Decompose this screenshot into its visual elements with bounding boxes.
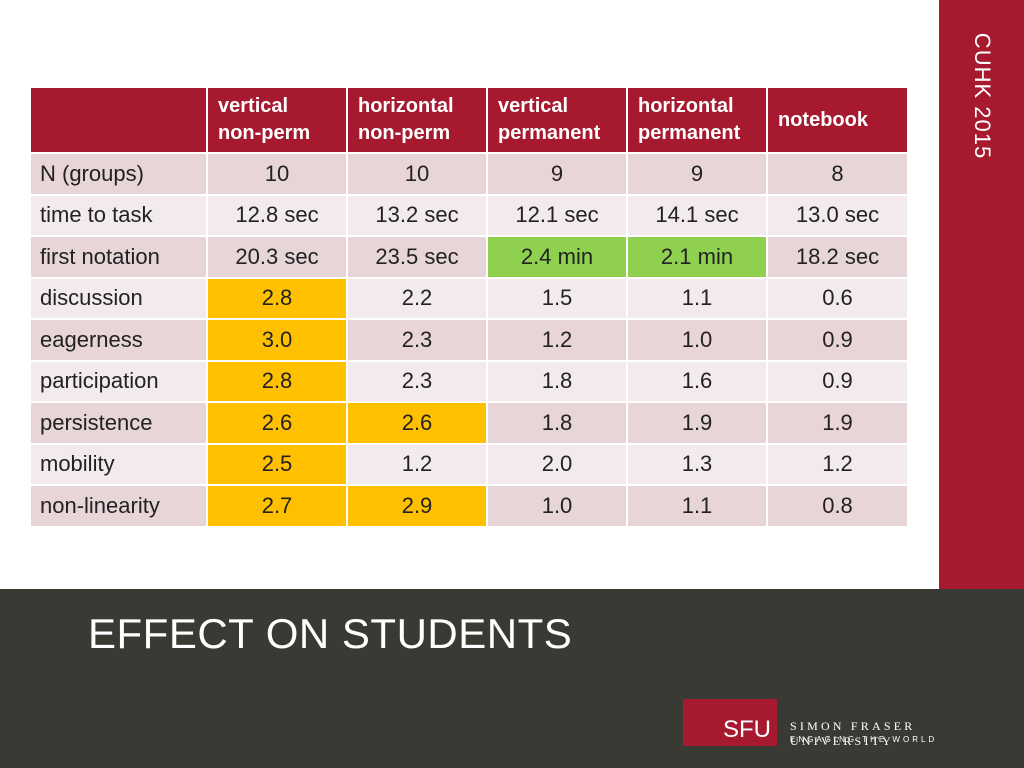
table-cell: 0.6 <box>766 276 909 320</box>
table-cell: 0.9 <box>766 318 909 362</box>
header-label-line: horizontal <box>638 95 734 117</box>
table-cell: 3.0 <box>206 318 348 362</box>
row-label: mobility <box>29 442 208 486</box>
table-cell: 20.3 sec <box>206 235 348 279</box>
table-cell: 2.1 min <box>626 235 768 279</box>
table-cell: 2.2 <box>346 276 488 320</box>
sfu-logo-mark: SFU <box>723 716 771 743</box>
table-cell: 2.9 <box>346 484 488 528</box>
sidebar-band <box>939 0 1024 589</box>
table-cell: 0.8 <box>766 484 909 528</box>
table-row: non-linearity 2.7 2.9 1.0 1.1 0.8 <box>29 484 909 528</box>
table-row: mobility 2.5 1.2 2.0 1.3 1.2 <box>29 442 909 486</box>
row-label: time to task <box>29 193 208 237</box>
table-cell: 12.1 sec <box>486 193 628 237</box>
header-label-line: notebook <box>778 108 868 131</box>
table-cell: 1.1 <box>626 484 768 528</box>
header-label-line: horizontal <box>358 95 454 117</box>
header-cell-horizontal-non-perm: horizontal non-perm <box>346 86 488 154</box>
table-cell: 1.6 <box>626 359 768 403</box>
table-cell: 9 <box>486 152 628 196</box>
table-cell: 2.3 <box>346 318 488 362</box>
table-cell: 1.9 <box>766 401 909 445</box>
footer-band <box>0 589 1024 768</box>
header-cell-vertical-non-perm: vertical non-perm <box>206 86 348 154</box>
header-label-line: vertical <box>218 95 289 117</box>
table-cell: 1.2 <box>346 442 488 486</box>
table-cell: 10 <box>206 152 348 196</box>
header-label-line: non-perm <box>218 122 311 144</box>
header-cell-vertical-permanent: vertical permanent <box>486 86 628 154</box>
table-cell: 2.8 <box>206 359 348 403</box>
table-row: first notation 20.3 sec 23.5 sec 2.4 min 2.1… <box>29 235 909 279</box>
row-label: participation <box>29 359 208 403</box>
table-cell: 13.0 sec <box>766 193 909 237</box>
table-cell: 13.2 sec <box>346 193 488 237</box>
table-cell: 1.0 <box>626 318 768 362</box>
header-label-line: permanent <box>638 122 741 144</box>
table-cell: 1.1 <box>626 276 768 320</box>
table-cell: 1.2 <box>486 318 628 362</box>
table-header-row: vertical non-perm horizontal non-perm vert… <box>29 86 909 154</box>
header-cell-notebook: notebook <box>766 86 909 154</box>
table-cell: 18.2 sec <box>766 235 909 279</box>
table-cell: 2.4 min <box>486 235 628 279</box>
table-row: time to task 12.8 sec 13.2 sec 12.1 sec 14.1… <box>29 193 909 237</box>
table-cell: 1.9 <box>626 401 768 445</box>
university-tagline: ENGAGING THE WORLD <box>790 735 938 744</box>
row-label: persistence <box>29 401 208 445</box>
table-cell: 2.3 <box>346 359 488 403</box>
table-cell: 2.6 <box>206 401 348 445</box>
table-cell: 12.8 sec <box>206 193 348 237</box>
row-label: non-linearity <box>29 484 208 528</box>
table-cell: 1.8 <box>486 359 628 403</box>
table-cell: 23.5 sec <box>346 235 488 279</box>
table-cell: 9 <box>626 152 768 196</box>
table-cell: 2.6 <box>346 401 488 445</box>
header-label-line: permanent <box>498 122 601 144</box>
table-cell: 1.2 <box>766 442 909 486</box>
university-name: SIMON FRASER UNIVERSITY <box>790 719 916 748</box>
table-cell: 0.9 <box>766 359 909 403</box>
table-row: eagerness 3.0 2.3 1.2 1.0 0.9 <box>29 318 909 362</box>
header-cell-empty <box>29 86 208 154</box>
table-cell: 2.5 <box>206 442 348 486</box>
conference-label: CUHK 2015 <box>970 32 995 160</box>
slide-title: EFFECT ON STUDENTS <box>88 610 573 657</box>
table-cell: 1.8 <box>486 401 628 445</box>
sfu-logo: SFU <box>683 699 777 746</box>
row-label: eagerness <box>29 318 208 362</box>
table-row: N (groups) 10 10 9 9 8 <box>29 152 909 196</box>
table-cell: 8 <box>766 152 909 196</box>
table-cell: 1.0 <box>486 484 628 528</box>
table-cell: 2.8 <box>206 276 348 320</box>
header-label-line: non-perm <box>358 122 451 144</box>
table-row: persistence 2.6 2.6 1.8 1.9 1.9 <box>29 401 909 445</box>
table-cell: 10 <box>346 152 488 196</box>
table-row: discussion 2.8 2.2 1.5 1.1 0.6 <box>29 276 909 320</box>
table-cell: 14.1 sec <box>626 193 768 237</box>
results-table: vertical non-perm horizontal non-perm vert… <box>29 86 909 528</box>
table-cell: 2.0 <box>486 442 628 486</box>
row-label: N (groups) <box>29 152 208 196</box>
table-cell: 1.5 <box>486 276 628 320</box>
header-label-line: vertical <box>498 95 569 117</box>
table-row: participation 2.8 2.3 1.8 1.6 0.9 <box>29 359 909 403</box>
header-cell-horizontal-permanent: horizontal permanent <box>626 86 768 154</box>
row-label: first notation <box>29 235 208 279</box>
row-label: discussion <box>29 276 208 320</box>
table-cell: 2.7 <box>206 484 348 528</box>
table-cell: 1.3 <box>626 442 768 486</box>
